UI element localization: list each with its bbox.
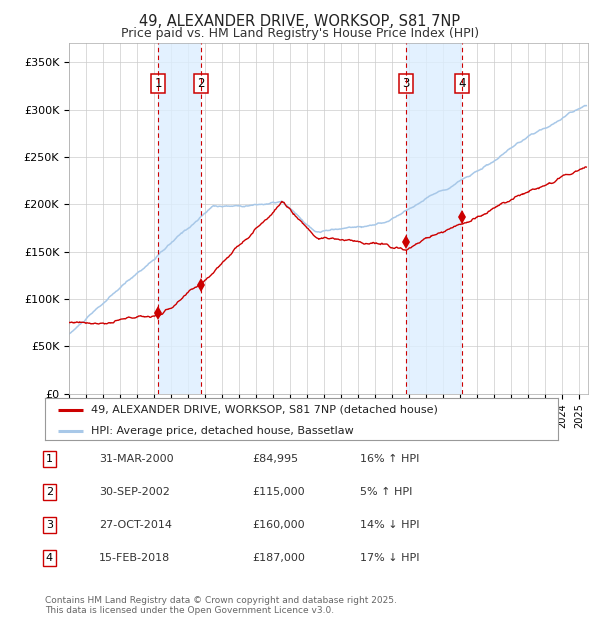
Text: 30-SEP-2002: 30-SEP-2002 [99,487,170,497]
Text: 2: 2 [197,77,205,90]
Text: £160,000: £160,000 [252,520,305,530]
Text: 49, ALEXANDER DRIVE, WORKSOP, S81 7NP (detached house): 49, ALEXANDER DRIVE, WORKSOP, S81 7NP (d… [91,405,438,415]
Text: Contains HM Land Registry data © Crown copyright and database right 2025.
This d: Contains HM Land Registry data © Crown c… [45,596,397,615]
Text: 3: 3 [46,520,53,530]
Text: 2: 2 [46,487,53,497]
Text: 17% ↓ HPI: 17% ↓ HPI [360,552,419,563]
Bar [158,43,201,394]
Text: 4: 4 [458,77,466,90]
Text: 3: 3 [403,77,410,90]
Text: 31-MAR-2000: 31-MAR-2000 [99,454,173,464]
Text: £115,000: £115,000 [252,487,305,497]
Text: £187,000: £187,000 [252,552,305,563]
Text: 4: 4 [46,552,53,563]
Text: 5% ↑ HPI: 5% ↑ HPI [360,487,412,497]
Text: 16% ↑ HPI: 16% ↑ HPI [360,454,419,464]
Text: 1: 1 [46,454,53,464]
Text: HPI: Average price, detached house, Bassetlaw: HPI: Average price, detached house, Bass… [91,426,354,436]
Bar [406,43,463,394]
Text: 14% ↓ HPI: 14% ↓ HPI [360,520,419,530]
Text: 49, ALEXANDER DRIVE, WORKSOP, S81 7NP: 49, ALEXANDER DRIVE, WORKSOP, S81 7NP [139,14,461,29]
Text: 15-FEB-2018: 15-FEB-2018 [99,552,170,563]
Text: 1: 1 [155,77,162,90]
Text: 27-OCT-2014: 27-OCT-2014 [99,520,172,530]
Text: Price paid vs. HM Land Registry's House Price Index (HPI): Price paid vs. HM Land Registry's House … [121,27,479,40]
Text: £84,995: £84,995 [252,454,298,464]
